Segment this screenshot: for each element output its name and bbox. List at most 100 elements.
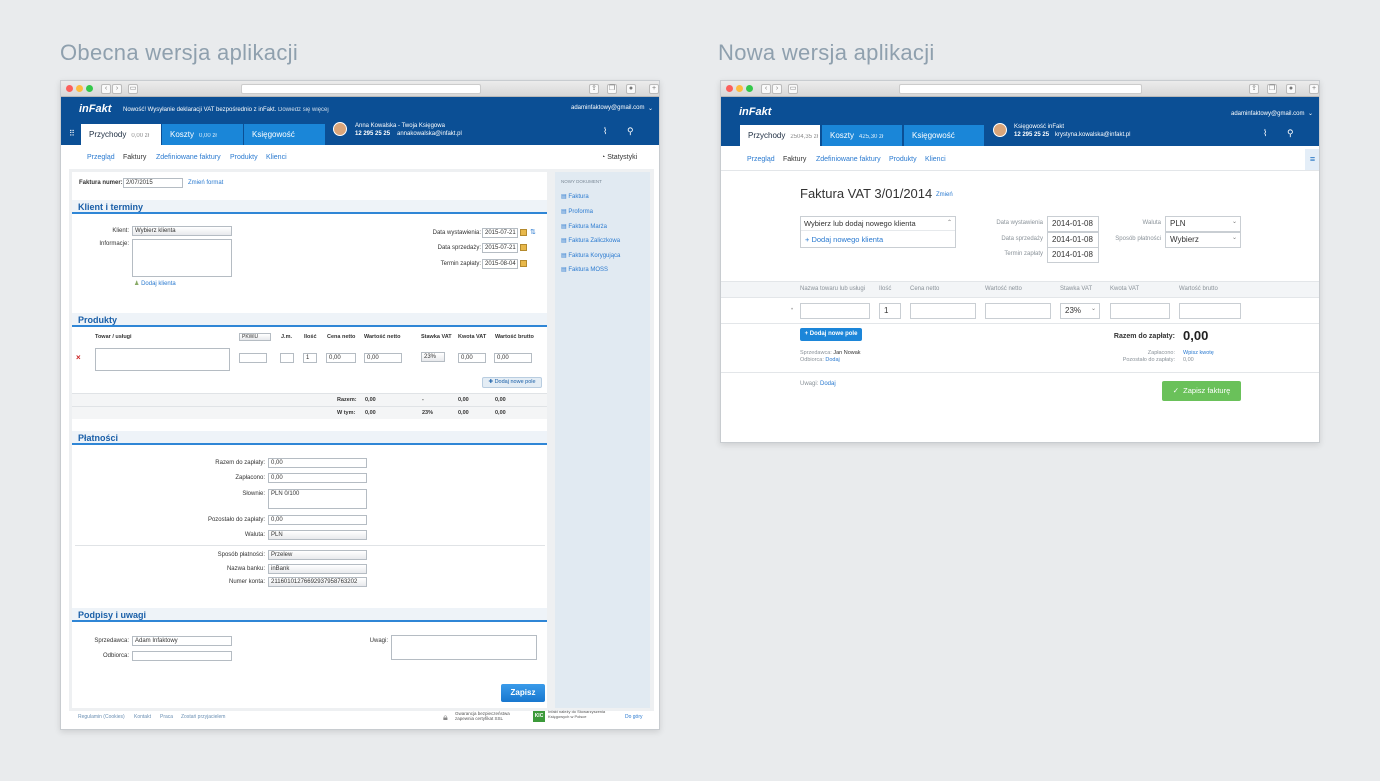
- maximize-dot-icon[interactable]: [746, 85, 753, 92]
- sort-icon[interactable]: ⇅: [530, 229, 536, 236]
- chevron-down-icon[interactable]: ⌄: [1232, 219, 1238, 225]
- tab-ksiegowosc[interactable]: Księgowość: [244, 124, 325, 145]
- user-email[interactable]: adaminfaktowy@gmail.com: [571, 105, 645, 111]
- menu-icon[interactable]: ≡: [1305, 149, 1319, 170]
- share-icon[interactable]: ⇪: [589, 84, 599, 94]
- currency-select[interactable]: PLN: [268, 530, 367, 540]
- tab-przychody[interactable]: Przychody 0,00 zł: [81, 124, 161, 145]
- seller-input[interactable]: Adam Infaktowy: [132, 636, 232, 646]
- footer-terms[interactable]: Regulamin (Cookies): [78, 714, 125, 720]
- calendar-icon[interactable]: [520, 229, 527, 236]
- footer-jobs[interactable]: Praca: [160, 714, 174, 720]
- date-issue-input[interactable]: 2014-01-08: [1047, 216, 1099, 232]
- tabs-icon[interactable]: ❐: [1267, 84, 1277, 94]
- tabs-icon[interactable]: ❐: [607, 84, 617, 94]
- back-icon[interactable]: ‹: [101, 84, 111, 94]
- chevron-up-icon[interactable]: ⌃: [947, 220, 953, 226]
- date-sale-input[interactable]: 2015-07-21: [482, 243, 518, 253]
- invoice-number-input[interactable]: 2/07/2015: [123, 178, 183, 188]
- info-textarea[interactable]: [132, 239, 232, 277]
- footer-friend[interactable]: Zostań przyjacielem: [181, 714, 226, 720]
- sidebar-item-proforma[interactable]: ▤ Proforma: [561, 209, 594, 215]
- apps-grid-icon[interactable]: ⠿: [69, 129, 75, 138]
- back-icon[interactable]: ‹: [761, 84, 771, 94]
- sidebar-icon[interactable]: ▭: [128, 84, 138, 94]
- net-price-input[interactable]: [910, 303, 976, 319]
- minimize-dot-icon[interactable]: [736, 85, 743, 92]
- buyer-add-link[interactable]: Dodaj: [825, 357, 840, 363]
- subnav-przeglad[interactable]: Przegląd: [87, 154, 115, 161]
- minimize-dot-icon[interactable]: [76, 85, 83, 92]
- calendar-icon[interactable]: [520, 244, 527, 251]
- user-email[interactable]: adaminfaktowy@gmail.com: [1231, 111, 1305, 117]
- footer-contact[interactable]: Kontakt: [134, 714, 151, 720]
- tab-ksiegowosc[interactable]: Księgowość: [904, 125, 984, 146]
- paid-input[interactable]: 0,00: [268, 473, 367, 483]
- paperclip-icon[interactable]: ⌇: [1263, 128, 1268, 138]
- remove-row-icon[interactable]: ×: [76, 353, 81, 362]
- add-new-client-link[interactable]: + Dodaj nowego klienta: [805, 235, 884, 244]
- change-link[interactable]: Zmień: [936, 192, 953, 198]
- calendar-icon[interactable]: [520, 260, 527, 267]
- chevron-down-icon[interactable]: ⌄: [648, 106, 654, 112]
- net-value-input[interactable]: 0,00: [364, 353, 402, 363]
- product-name-input[interactable]: [800, 303, 870, 319]
- paperclip-icon[interactable]: ⌇: [603, 126, 608, 136]
- unit-input[interactable]: [280, 353, 294, 363]
- sidebar-item-korygujaca[interactable]: ▤ Faktura Korygująca: [561, 253, 621, 259]
- qty-input[interactable]: 1: [303, 353, 317, 363]
- close-dot-icon[interactable]: [66, 85, 73, 92]
- date-issue-input[interactable]: 2015-07-21: [482, 228, 518, 238]
- chevron-down-icon[interactable]: ⌄: [1308, 111, 1314, 117]
- subnav-klienci[interactable]: Klienci: [925, 156, 946, 163]
- download-icon[interactable]: ●: [1286, 84, 1296, 94]
- vat-rate-select[interactable]: 23%: [421, 352, 445, 362]
- qty-input[interactable]: 1: [879, 303, 901, 319]
- left-input[interactable]: 0,00: [268, 515, 367, 525]
- close-dot-icon[interactable]: [726, 85, 733, 92]
- sidebar-item-zaliczkowa[interactable]: ▤ Faktura Zaliczkowa: [561, 238, 621, 244]
- client-select[interactable]: Wybierz klienta: [132, 226, 232, 236]
- sidebar-item-faktura[interactable]: ▤ Faktura: [561, 194, 589, 200]
- sidebar-item-marza[interactable]: ▤ Faktura Marża: [561, 224, 608, 230]
- pkwiu-input[interactable]: [239, 353, 267, 363]
- subnav-klienci[interactable]: Klienci: [266, 154, 287, 161]
- accountant-email[interactable]: krystyna.kowalska@infakt.pl: [1055, 132, 1131, 138]
- subnav-produkty[interactable]: Produkty: [230, 154, 258, 161]
- subnav-zdefiniowane[interactable]: Zdefiniowane faktury: [156, 154, 221, 161]
- account-select[interactable]: 21160101276692937958763202: [268, 577, 367, 587]
- save-invoice-button[interactable]: ✓ Zapisz fakturę: [1162, 381, 1241, 401]
- sidebar-icon[interactable]: ▭: [788, 84, 798, 94]
- accountant-email[interactable]: annakowalska@infakt.pl: [397, 131, 462, 137]
- gross-input[interactable]: [1179, 303, 1241, 319]
- words-textarea[interactable]: PLN 0/100: [268, 489, 367, 509]
- notes-textarea[interactable]: [391, 635, 537, 660]
- client-select-text[interactable]: Wybierz lub dodaj nowego klienta: [804, 219, 916, 228]
- search-icon[interactable]: ⚲: [627, 126, 634, 136]
- chevron-down-icon[interactable]: ⌄: [1091, 306, 1097, 312]
- gross-input[interactable]: 0,00: [494, 353, 532, 363]
- client-dropdown[interactable]: [800, 216, 956, 248]
- forward-icon[interactable]: ›: [112, 84, 122, 94]
- add-field-button[interactable]: ✚ Dodaj nowe pole: [482, 377, 542, 388]
- vat-rate-select[interactable]: 23%: [1060, 303, 1100, 319]
- tab-koszty[interactable]: Koszty 0,00 zł: [162, 124, 243, 145]
- sidebar-item-moss[interactable]: ▤ Faktura MOSS: [561, 267, 609, 273]
- save-button[interactable]: Zapisz: [501, 684, 545, 702]
- address-bar[interactable]: [241, 84, 481, 94]
- change-format-link[interactable]: Zmień format: [188, 180, 224, 186]
- add-field-button[interactable]: + Dodaj nowe pole: [800, 328, 862, 341]
- subnav-przeglad[interactable]: Przegląd: [747, 156, 775, 163]
- tab-koszty[interactable]: Koszty 425,30 zł: [822, 125, 902, 146]
- method-select[interactable]: Wybierz: [1165, 232, 1241, 248]
- buyer-input[interactable]: [132, 651, 232, 661]
- add-client-link[interactable]: ♟ Dodaj klienta: [134, 281, 176, 287]
- bank-select[interactable]: inBank: [268, 564, 367, 574]
- stats-link[interactable]: ◔ Statystyki: [601, 154, 638, 161]
- tab-przychody[interactable]: Przychody 2504,35 zł: [740, 125, 820, 146]
- due-input[interactable]: 2015-08-04: [482, 259, 518, 269]
- notice-link[interactable]: Dowiedz się więcej: [278, 107, 329, 113]
- method-select[interactable]: Przelew: [268, 550, 367, 560]
- due-input[interactable]: 2014-01-08: [1047, 247, 1099, 263]
- subnav-faktury[interactable]: Faktury: [123, 154, 147, 161]
